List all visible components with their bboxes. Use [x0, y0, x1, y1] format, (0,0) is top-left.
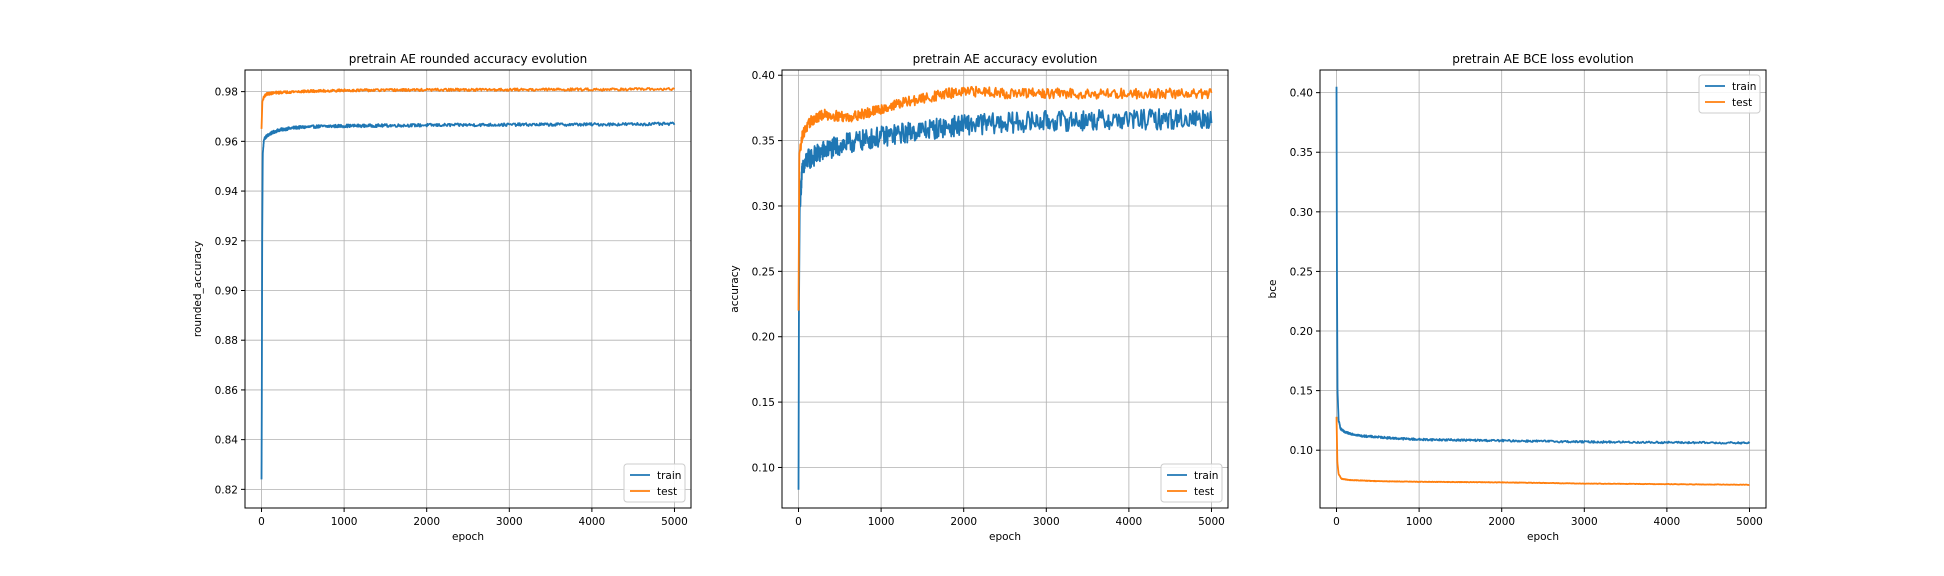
y-tick-label: 0.10 — [1290, 445, 1313, 457]
legend-box — [1160, 463, 1223, 503]
legend: train test — [623, 463, 686, 503]
x-tick-label: 1000 — [331, 516, 358, 528]
y-axis-label: accuracy — [729, 265, 741, 312]
x-tick-label: 4000 — [1654, 516, 1681, 528]
y-tick-label: 0.30 — [752, 201, 775, 213]
chart-panel-2: 0 1000 2000 3000 4000 5000 0.10 0.15 0.20 0.25 0.3… — [729, 52, 1229, 543]
x-tick-label: 4000 — [579, 516, 606, 528]
series-line-test — [797, 85, 1213, 311]
x-tick-label: 5000 — [1736, 516, 1763, 528]
x-axis-label: epoch — [452, 531, 484, 543]
y-tick-label: 0.35 — [752, 136, 775, 148]
x-tick-label: 4000 — [1116, 516, 1143, 528]
x-tick-label: 5000 — [661, 516, 688, 528]
legend-label-train: train — [1194, 470, 1218, 482]
x-tick-label: 2000 — [950, 516, 977, 528]
y-tick-label: 0.98 — [215, 87, 238, 99]
series-line-train — [1335, 86, 1751, 445]
x-tick-label: 5000 — [1198, 516, 1225, 528]
y-tick-label: 0.40 — [752, 70, 775, 82]
x-tick-label: 1000 — [868, 516, 895, 528]
y-axis-label: bce — [1267, 280, 1279, 299]
chart-title: pretrain AE accuracy evolution — [913, 52, 1098, 66]
x-tick-label: 2000 — [413, 516, 440, 528]
series-line-train — [260, 121, 676, 480]
x-tick-label: 3000 — [496, 516, 523, 528]
x-tick-label: 0 — [258, 516, 265, 528]
plot-frame — [244, 69, 692, 509]
series-line-train — [797, 108, 1213, 490]
chart-title: pretrain AE BCE loss evolution — [1452, 52, 1634, 66]
x-tick-label: 3000 — [1033, 516, 1060, 528]
y-tick-label: 0.20 — [1290, 326, 1313, 338]
x-tick-label: 2000 — [1488, 516, 1515, 528]
legend-label-train: train — [1732, 81, 1756, 93]
y-tick-label: 0.25 — [1290, 266, 1313, 278]
x-tick-label: 1000 — [1406, 516, 1433, 528]
y-tick-label: 0.96 — [215, 136, 239, 148]
y-tick-label: 0.35 — [1290, 147, 1313, 159]
series-line-test — [260, 87, 676, 130]
y-tick-label: 0.30 — [1290, 207, 1313, 219]
chart-panel-3: 0 1000 2000 3000 4000 5000 0.10 0.15 0.20 0.25 0.3… — [1267, 52, 1767, 543]
plot-frame — [1319, 69, 1767, 509]
x-tick-label: 0 — [795, 516, 802, 528]
y-tick-label: 0.90 — [215, 285, 238, 297]
legend: train test — [1698, 74, 1761, 114]
y-tick-label: 0.40 — [1290, 88, 1313, 100]
legend-box — [623, 463, 686, 503]
y-tick-label: 0.15 — [1290, 386, 1313, 398]
chart-title: pretrain AE rounded accuracy evolution — [349, 52, 587, 66]
y-tick-label: 0.88 — [215, 335, 238, 347]
legend-box — [1698, 74, 1761, 114]
legend-label-train: train — [657, 470, 681, 482]
y-tick-label: 0.20 — [752, 332, 775, 344]
plot-frame — [781, 69, 1229, 509]
y-tick-label: 0.94 — [215, 186, 239, 198]
x-axis-label: epoch — [989, 531, 1021, 543]
y-tick-label: 0.82 — [215, 484, 238, 496]
x-tick-label: 0 — [1333, 516, 1340, 528]
y-tick-label: 0.25 — [752, 266, 775, 278]
y-tick-label: 0.10 — [752, 462, 775, 474]
x-tick-label: 3000 — [1571, 516, 1598, 528]
legend-label-test: test — [1194, 486, 1214, 498]
y-tick-label: 0.86 — [215, 385, 239, 397]
series-line-test — [1335, 416, 1750, 486]
y-tick-label: 0.92 — [215, 236, 238, 248]
x-axis-label: epoch — [1527, 531, 1559, 543]
chart-panel-1: 0 1000 2000 3000 4000 5000 0.82 0.84 0.86 0.88 0.9… — [192, 52, 692, 543]
legend: train test — [1160, 463, 1223, 503]
legend-label-test: test — [1732, 97, 1752, 109]
legend-label-test: test — [657, 486, 677, 498]
y-tick-label: 0.15 — [752, 397, 775, 409]
y-tick-label: 0.84 — [215, 435, 239, 447]
y-axis-label: rounded_accuracy — [192, 241, 204, 337]
